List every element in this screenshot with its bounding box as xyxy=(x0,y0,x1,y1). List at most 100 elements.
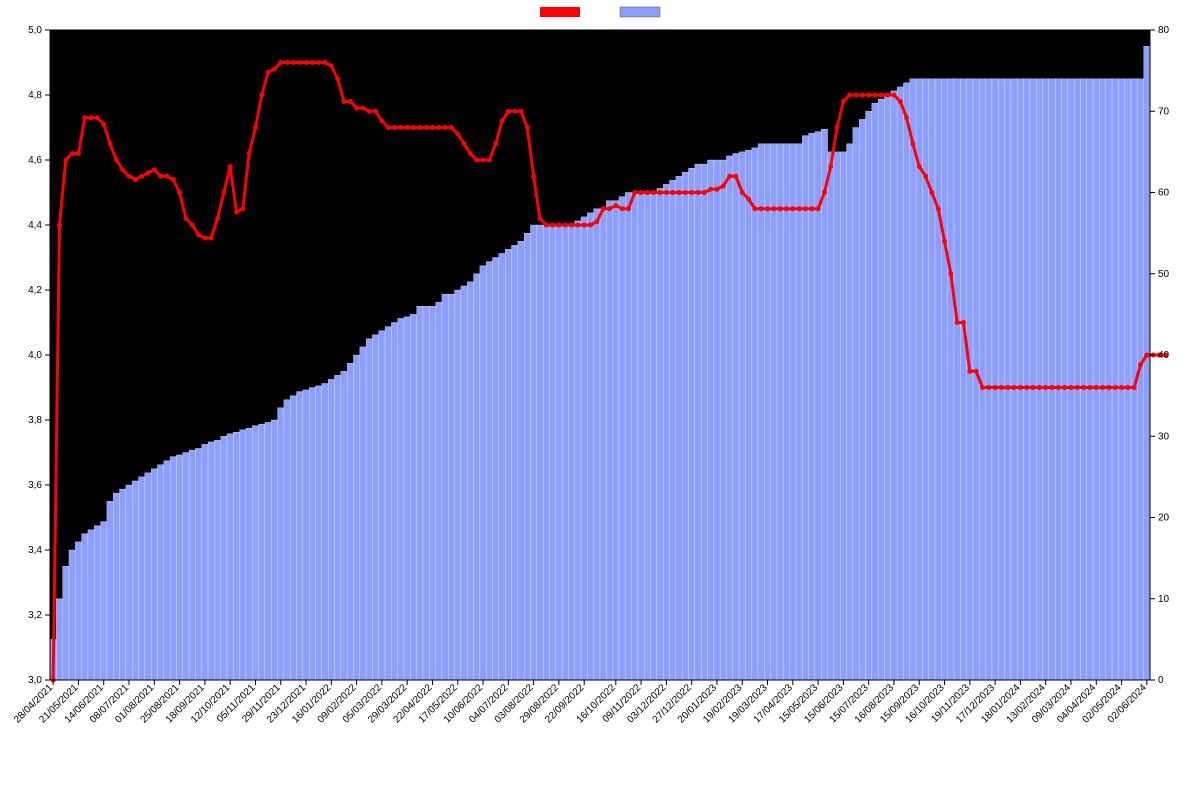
line-marker xyxy=(266,70,271,75)
bar xyxy=(246,428,252,680)
bar xyxy=(556,225,562,680)
svg-text:60: 60 xyxy=(1158,188,1170,199)
line-marker xyxy=(613,203,618,208)
line-marker xyxy=(563,223,568,228)
bar xyxy=(821,129,827,680)
line-marker xyxy=(259,93,264,98)
bar xyxy=(265,422,271,680)
bar xyxy=(960,79,966,680)
bar xyxy=(739,152,745,680)
bar xyxy=(632,193,638,681)
line-marker xyxy=(398,125,403,130)
line-marker xyxy=(76,151,81,156)
line-marker xyxy=(57,223,62,228)
bar xyxy=(1087,79,1093,680)
bar xyxy=(461,286,467,680)
bar xyxy=(107,501,113,680)
legend-bar-swatch xyxy=(620,7,660,17)
bar xyxy=(505,249,511,680)
bar xyxy=(809,133,815,680)
bar xyxy=(1074,79,1080,680)
line-marker xyxy=(120,167,125,172)
line-marker xyxy=(493,141,498,146)
line-marker xyxy=(537,216,542,221)
svg-text:5,0: 5,0 xyxy=(28,25,42,36)
bar xyxy=(404,317,410,680)
bar xyxy=(372,335,378,680)
line-marker xyxy=(999,385,1004,390)
svg-text:30: 30 xyxy=(1158,431,1170,442)
line-marker xyxy=(740,190,745,195)
bar xyxy=(1144,46,1150,680)
bar xyxy=(429,306,435,680)
bar xyxy=(151,469,157,680)
svg-text:4,2: 4,2 xyxy=(28,285,42,296)
svg-text:3,0: 3,0 xyxy=(28,675,42,686)
bar xyxy=(625,193,631,681)
line-marker xyxy=(240,206,245,211)
svg-text:70: 70 xyxy=(1158,106,1170,117)
bar xyxy=(94,526,100,680)
bar xyxy=(309,388,315,681)
bar xyxy=(771,144,777,680)
line-marker xyxy=(936,206,941,211)
bar xyxy=(581,217,587,680)
svg-text:4,0: 4,0 xyxy=(28,350,42,361)
bar xyxy=(733,154,739,681)
bar xyxy=(1043,79,1049,680)
line-marker xyxy=(183,216,188,221)
bar xyxy=(303,390,309,680)
legend-line-swatch xyxy=(540,7,580,17)
bar xyxy=(897,87,903,680)
line-marker xyxy=(885,93,890,98)
line-marker xyxy=(1005,385,1010,390)
bar xyxy=(233,432,239,680)
line-marker xyxy=(689,190,694,195)
line-marker xyxy=(1068,385,1073,390)
bar xyxy=(568,225,574,680)
line-marker xyxy=(487,158,492,163)
line-marker xyxy=(752,206,757,211)
line-marker xyxy=(101,122,106,127)
bar xyxy=(777,144,783,680)
bar xyxy=(88,530,94,680)
bar xyxy=(695,164,701,680)
bar xyxy=(1011,79,1017,680)
bar xyxy=(866,111,872,680)
line-marker xyxy=(891,93,896,98)
line-marker xyxy=(993,385,998,390)
line-marker xyxy=(474,158,479,163)
bar xyxy=(290,396,296,680)
line-marker xyxy=(392,125,397,130)
line-marker xyxy=(1094,385,1099,390)
bar xyxy=(676,176,682,680)
line-marker xyxy=(512,109,517,114)
line-marker xyxy=(234,210,239,215)
line-marker xyxy=(588,223,593,228)
line-marker xyxy=(759,206,764,211)
bar xyxy=(353,355,359,680)
bar xyxy=(651,193,657,681)
bar xyxy=(758,144,764,680)
line-marker xyxy=(746,197,751,202)
line-marker xyxy=(677,190,682,195)
bar xyxy=(745,150,751,680)
svg-text:4,8: 4,8 xyxy=(28,90,42,101)
svg-text:40: 40 xyxy=(1158,350,1170,361)
bar xyxy=(442,294,448,680)
line-marker xyxy=(518,109,523,114)
bar xyxy=(1036,79,1042,680)
line-marker xyxy=(424,125,429,130)
bar xyxy=(828,152,834,680)
line-marker xyxy=(1037,385,1042,390)
svg-text:3,6: 3,6 xyxy=(28,480,42,491)
line-marker xyxy=(986,385,991,390)
bar xyxy=(1118,79,1124,680)
bar xyxy=(562,225,568,680)
line-marker xyxy=(1125,385,1130,390)
line-marker xyxy=(285,60,290,65)
bar xyxy=(682,172,688,680)
line-marker xyxy=(500,119,505,124)
line-marker xyxy=(253,125,258,130)
bar xyxy=(922,79,928,680)
